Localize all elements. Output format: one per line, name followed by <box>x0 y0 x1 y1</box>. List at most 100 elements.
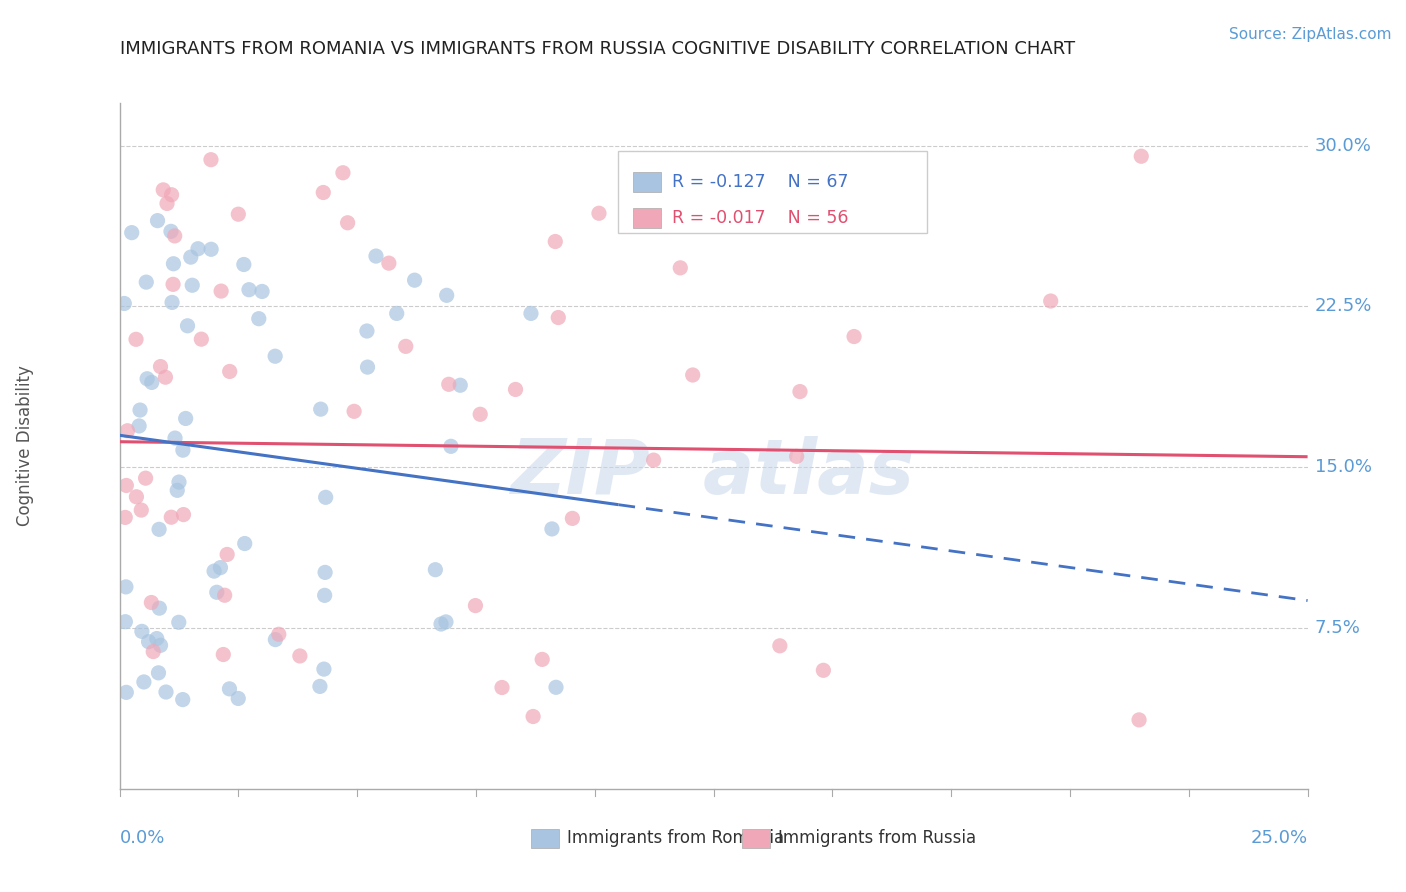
Point <box>187 242 209 256</box>
Point <box>200 242 222 256</box>
Point <box>264 632 287 647</box>
Point <box>163 431 186 445</box>
Point <box>135 275 157 289</box>
Point <box>264 349 287 363</box>
Point <box>769 639 792 653</box>
Point <box>786 450 808 464</box>
Point <box>544 681 567 695</box>
Text: Cognitive Disability: Cognitive Disability <box>17 366 34 526</box>
Point <box>218 364 240 378</box>
Point <box>155 685 177 699</box>
Point <box>117 424 139 438</box>
Point <box>142 644 165 658</box>
Point <box>167 475 190 489</box>
Point <box>356 360 378 375</box>
Point <box>343 404 366 418</box>
Point <box>425 563 447 577</box>
Text: R = -0.017    N = 56: R = -0.017 N = 56 <box>672 210 848 227</box>
Point <box>125 332 148 346</box>
Point <box>789 384 811 399</box>
Point <box>160 510 183 524</box>
Point <box>449 378 471 392</box>
Point <box>491 681 513 695</box>
Point <box>643 453 665 467</box>
Point <box>228 207 250 221</box>
Point <box>136 372 159 386</box>
Text: IMMIGRANTS FROM ROMANIA VS IMMIGRANTS FROM RUSSIA COGNITIVE DISABILITY CORRELATI: IMMIGRANTS FROM ROMANIA VS IMMIGRANTS FR… <box>120 40 1074 58</box>
Point <box>163 228 186 243</box>
Point <box>135 471 157 485</box>
Point <box>315 491 337 505</box>
Point <box>190 332 212 346</box>
Point <box>162 257 184 271</box>
Point <box>148 522 170 536</box>
Text: 25.0%: 25.0% <box>1250 830 1308 847</box>
Point <box>125 490 148 504</box>
Point <box>336 216 359 230</box>
Point <box>267 627 290 641</box>
Point <box>226 691 249 706</box>
Point <box>364 249 387 263</box>
Point <box>146 213 169 227</box>
Point <box>176 318 198 333</box>
Point <box>531 652 554 666</box>
Point <box>167 615 190 630</box>
Point <box>288 648 311 663</box>
Text: 0.0%: 0.0% <box>120 830 165 847</box>
Point <box>430 617 453 632</box>
Point <box>218 681 240 696</box>
Point <box>232 258 254 272</box>
Point <box>148 665 170 680</box>
Point <box>205 585 228 599</box>
Point <box>505 383 527 397</box>
Point <box>145 632 167 646</box>
Point <box>152 183 174 197</box>
Point <box>250 285 273 299</box>
Point <box>332 166 354 180</box>
Point <box>217 548 239 562</box>
Point <box>842 329 865 343</box>
Point <box>1130 149 1153 163</box>
Point <box>437 377 460 392</box>
Text: 30.0%: 30.0% <box>1315 136 1371 154</box>
Point <box>464 599 486 613</box>
Point <box>132 675 155 690</box>
Point <box>682 368 704 382</box>
Point <box>160 224 183 238</box>
Text: ZIP  atlas: ZIP atlas <box>512 436 915 510</box>
Point <box>214 588 236 602</box>
Point <box>156 196 179 211</box>
Text: Source: ZipAtlas.com: Source: ZipAtlas.com <box>1229 27 1392 42</box>
Point <box>440 439 463 453</box>
Point <box>160 187 183 202</box>
Text: Immigrants from Romania: Immigrants from Romania <box>567 830 785 847</box>
Point <box>1039 293 1062 308</box>
Point <box>121 226 143 240</box>
Point <box>247 311 270 326</box>
Point <box>522 709 544 723</box>
Point <box>129 503 152 517</box>
Point <box>138 634 160 648</box>
Point <box>309 680 332 694</box>
Point <box>669 260 692 275</box>
Point <box>162 277 184 292</box>
Point <box>385 306 408 320</box>
Text: 22.5%: 22.5% <box>1315 298 1372 316</box>
Point <box>541 522 564 536</box>
Point <box>356 324 378 338</box>
Point <box>149 638 172 652</box>
Point <box>160 295 183 310</box>
Point <box>131 624 153 639</box>
Point <box>1128 713 1150 727</box>
Point <box>112 296 135 310</box>
Point <box>309 402 332 417</box>
Point <box>114 615 136 629</box>
Point <box>378 256 401 270</box>
Point <box>520 306 543 320</box>
Point <box>129 403 152 417</box>
Point <box>233 536 256 550</box>
Point <box>561 511 583 525</box>
Point <box>115 685 138 699</box>
Text: 15.0%: 15.0% <box>1315 458 1372 476</box>
Point <box>314 566 336 580</box>
